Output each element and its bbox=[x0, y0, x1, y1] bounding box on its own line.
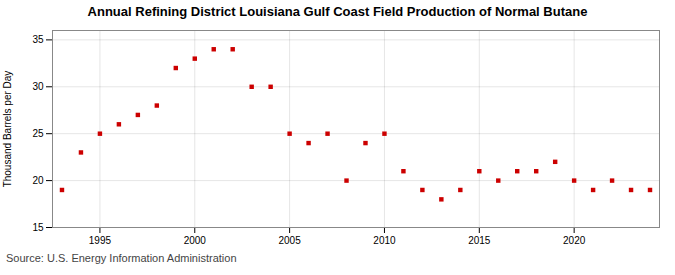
svg-text:Thousand Barrels per Day: Thousand Barrels per Day bbox=[2, 71, 13, 188]
svg-text:15: 15 bbox=[32, 222, 44, 233]
svg-text:20: 20 bbox=[32, 175, 44, 186]
html-text:Annual Refining District Louis: Annual Refining District Louisiana Gulf … bbox=[87, 4, 588, 19]
svg-text:2005: 2005 bbox=[278, 235, 301, 246]
svg-text:35: 35 bbox=[32, 34, 44, 45]
svg-text:2020: 2020 bbox=[563, 235, 586, 246]
svg-text:30: 30 bbox=[32, 81, 44, 92]
html-text:Source: U.S. Energy Informatio: Source: U.S. Energy Information Administ… bbox=[6, 252, 237, 264]
svg-text:2000: 2000 bbox=[184, 235, 207, 246]
svg-text:25: 25 bbox=[32, 128, 44, 139]
svg-text:1995: 1995 bbox=[89, 235, 112, 246]
svg-text:2010: 2010 bbox=[373, 235, 396, 246]
svg-text:2015: 2015 bbox=[468, 235, 491, 246]
